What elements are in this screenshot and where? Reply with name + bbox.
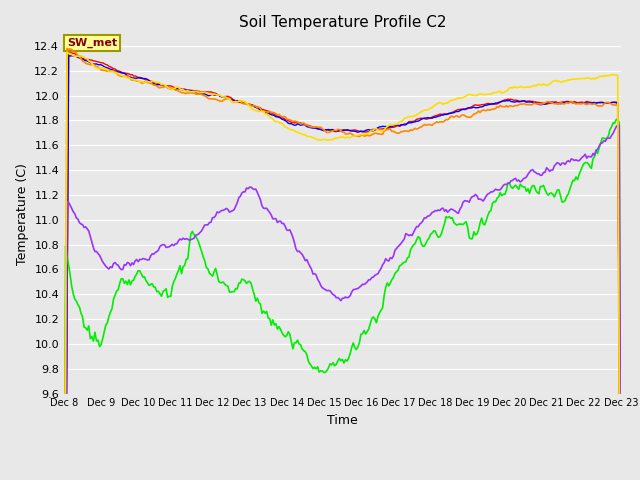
Text: SW_met: SW_met <box>67 38 117 48</box>
Title: Soil Temperature Profile C2: Soil Temperature Profile C2 <box>239 15 446 30</box>
Legend: -32cm, -8cm, -2cm, TC_temp15, TC_temp16, TC_temp17: -32cm, -8cm, -2cm, TC_temp15, TC_temp16,… <box>116 477 568 480</box>
Y-axis label: Temperature (C): Temperature (C) <box>16 163 29 264</box>
X-axis label: Time: Time <box>327 414 358 427</box>
